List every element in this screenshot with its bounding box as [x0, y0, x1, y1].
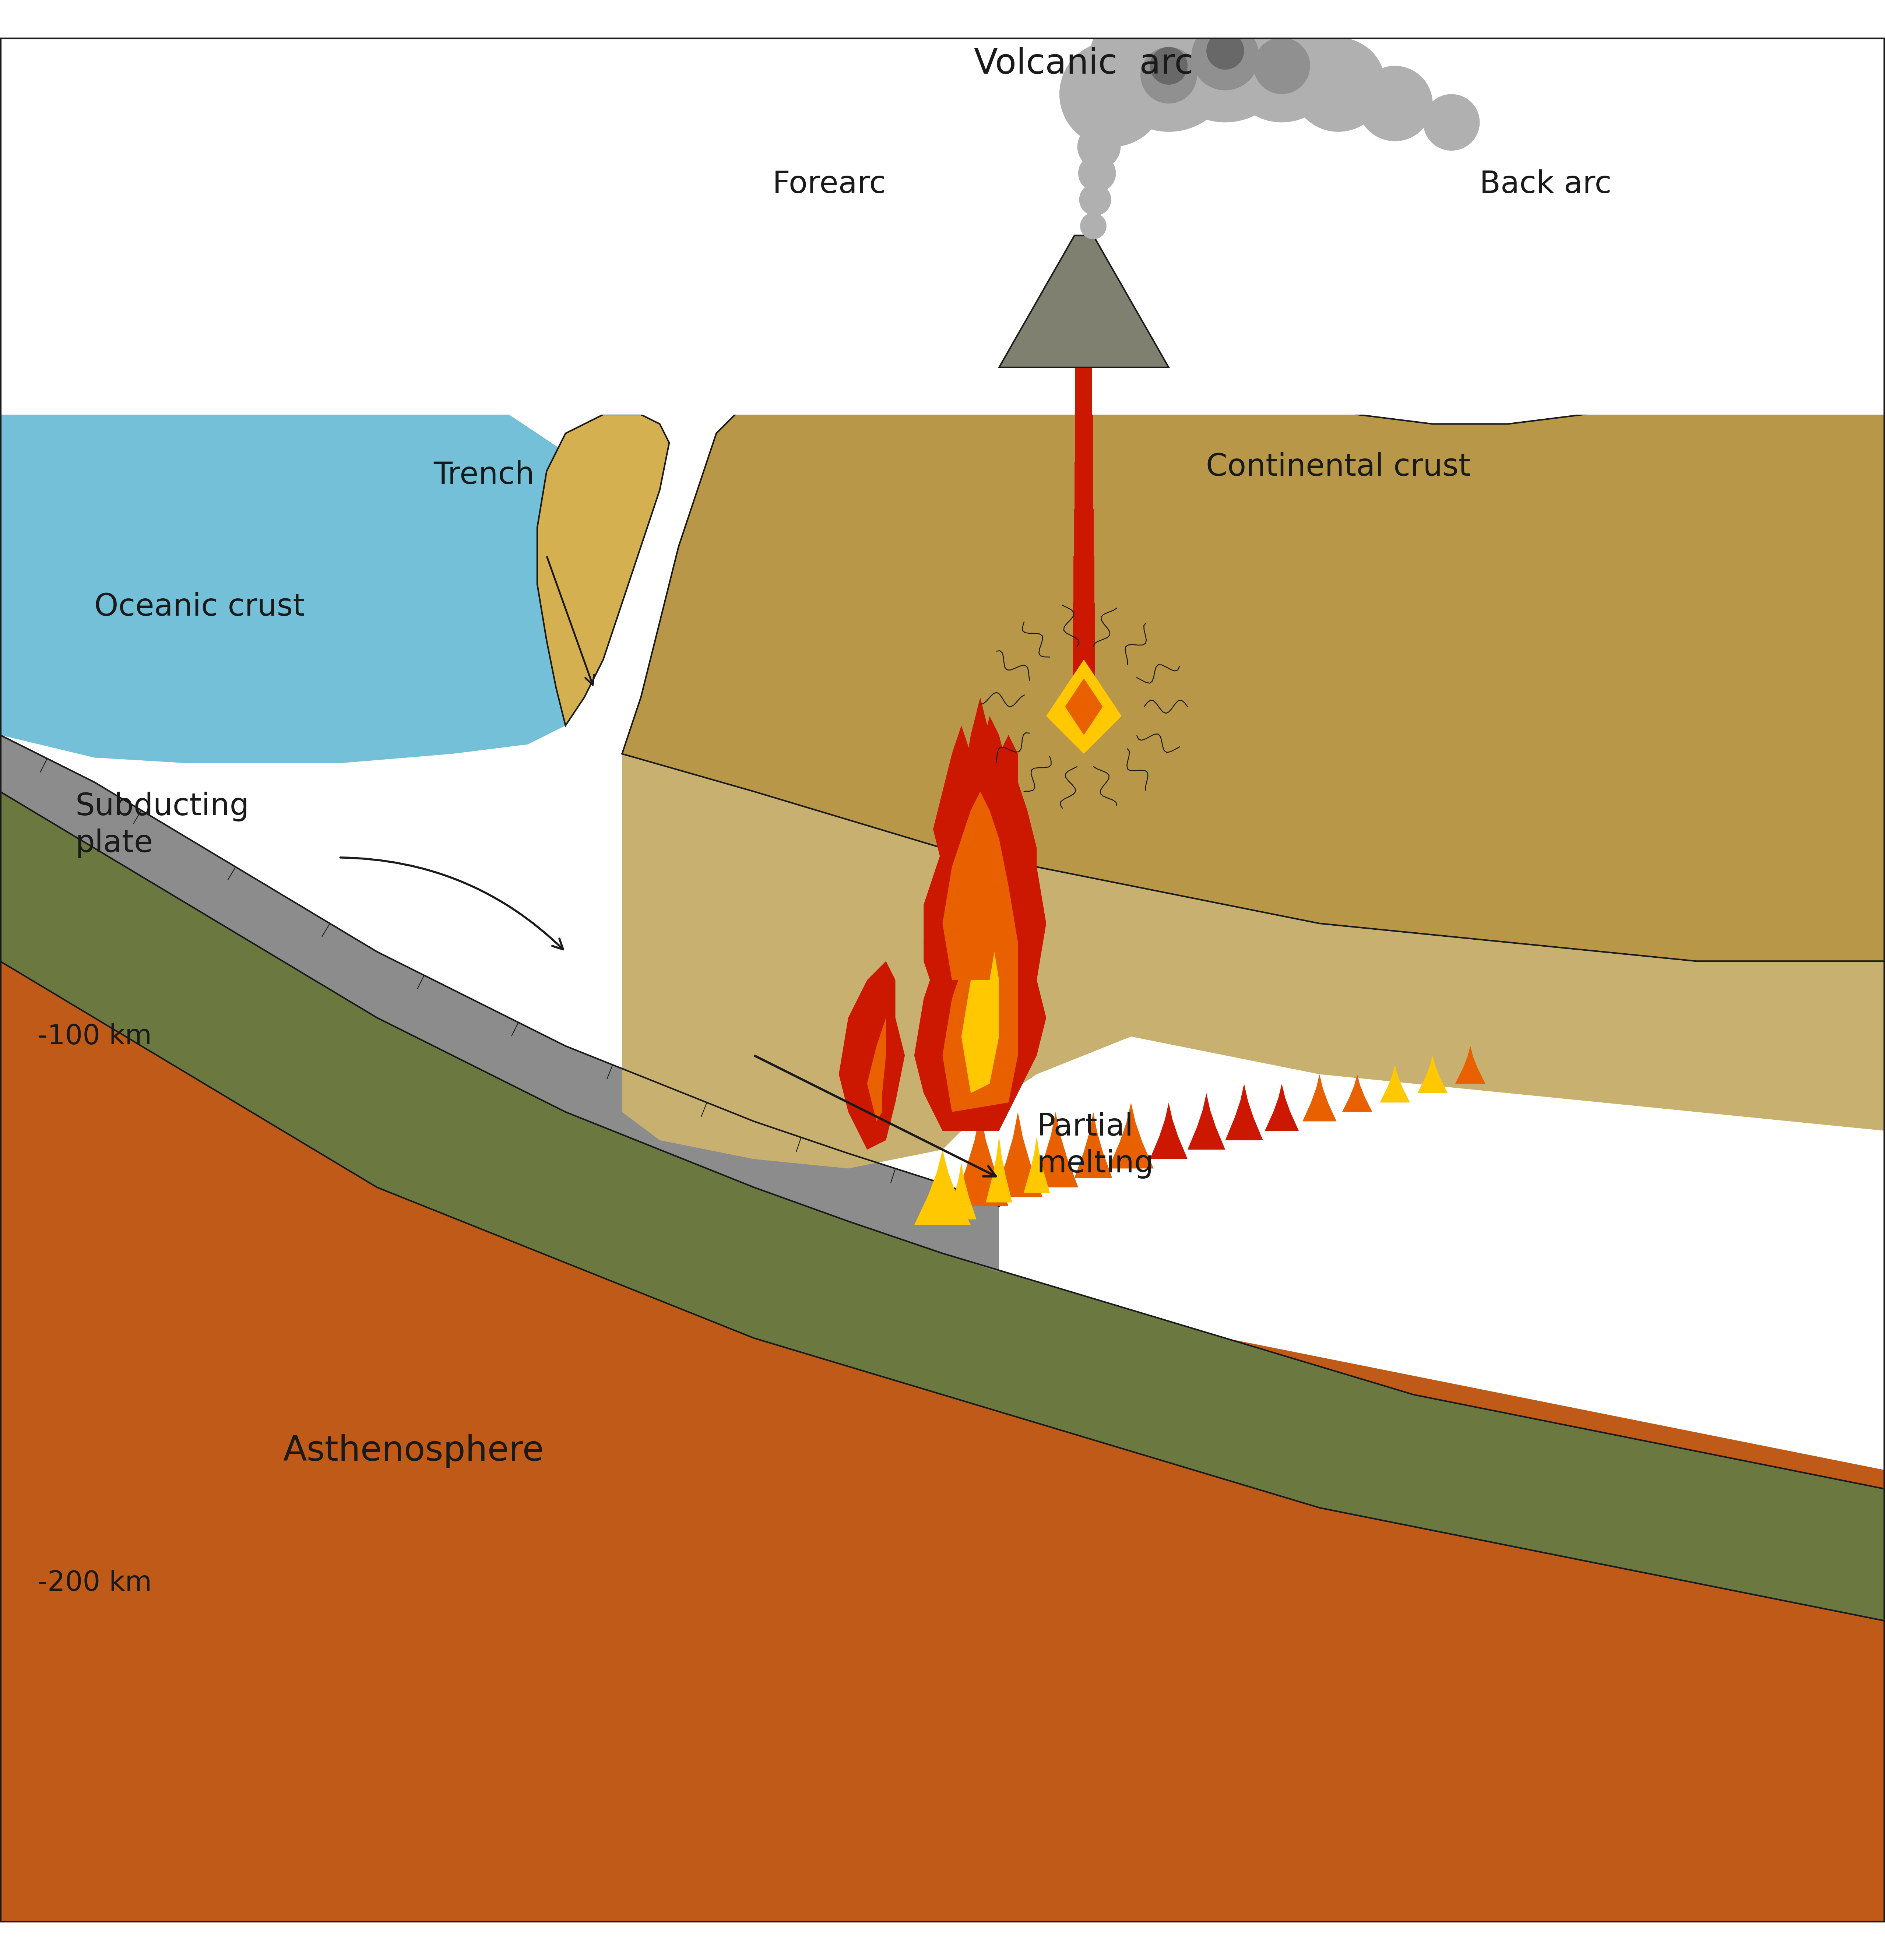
Polygon shape — [622, 755, 1885, 1168]
Polygon shape — [914, 725, 1046, 1131]
Polygon shape — [1380, 1064, 1410, 1103]
Polygon shape — [924, 698, 1027, 1027]
Text: -200 km: -200 km — [38, 1570, 153, 1597]
Polygon shape — [1108, 1103, 1154, 1168]
Polygon shape — [1188, 1094, 1225, 1151]
Circle shape — [1357, 67, 1433, 141]
FancyArrowPatch shape — [341, 857, 564, 949]
Circle shape — [1206, 0, 1301, 71]
Text: Partial
melting: Partial melting — [1037, 1111, 1154, 1178]
Polygon shape — [952, 1111, 1008, 1205]
Circle shape — [1140, 47, 1197, 104]
Text: Continental crust: Continental crust — [1206, 453, 1470, 482]
Polygon shape — [867, 1017, 886, 1121]
Text: Back arc: Back arc — [1480, 169, 1612, 200]
Circle shape — [1076, 96, 1125, 145]
Polygon shape — [942, 809, 999, 980]
Circle shape — [1423, 94, 1480, 151]
Polygon shape — [1265, 1084, 1299, 1131]
Polygon shape — [1074, 510, 1093, 557]
Circle shape — [1191, 22, 1259, 90]
Text: Oceanic crust: Oceanic crust — [94, 592, 305, 621]
Polygon shape — [1074, 367, 1093, 414]
FancyArrowPatch shape — [754, 1056, 995, 1176]
Polygon shape — [1074, 463, 1093, 510]
Polygon shape — [1342, 1074, 1372, 1111]
Circle shape — [1159, 0, 1291, 122]
Circle shape — [1078, 184, 1112, 216]
Polygon shape — [1150, 1103, 1188, 1158]
Polygon shape — [1303, 1074, 1336, 1121]
Polygon shape — [0, 792, 1885, 1621]
Polygon shape — [999, 235, 1169, 367]
Polygon shape — [537, 414, 669, 725]
Circle shape — [1103, 0, 1235, 131]
Circle shape — [1206, 31, 1244, 71]
Circle shape — [1076, 125, 1120, 169]
Circle shape — [1090, 16, 1172, 98]
Polygon shape — [622, 349, 1885, 960]
Polygon shape — [946, 1162, 976, 1219]
Polygon shape — [1225, 1084, 1263, 1141]
Polygon shape — [1418, 1054, 1448, 1094]
Polygon shape — [0, 735, 999, 1272]
Text: -100 km: -100 km — [38, 1023, 153, 1051]
Polygon shape — [993, 1111, 1042, 1198]
Polygon shape — [914, 1151, 971, 1225]
Text: Forearc: Forearc — [773, 169, 886, 200]
Text: Trench: Trench — [434, 461, 535, 490]
Circle shape — [1150, 47, 1188, 84]
Bar — [0, 37, 1885, 414]
Polygon shape — [1073, 604, 1095, 651]
Polygon shape — [1033, 1111, 1078, 1188]
Circle shape — [1269, 0, 1352, 78]
Circle shape — [1059, 41, 1165, 147]
Circle shape — [1254, 37, 1310, 94]
Circle shape — [1291, 37, 1385, 131]
Polygon shape — [1074, 1111, 1112, 1178]
Text: Subducting
plate: Subducting plate — [75, 792, 249, 858]
Circle shape — [1074, 67, 1129, 122]
Circle shape — [1078, 155, 1116, 192]
Polygon shape — [942, 792, 1018, 1111]
Polygon shape — [1046, 661, 1122, 755]
Polygon shape — [839, 960, 905, 1151]
Text: Asthenosphere: Asthenosphere — [283, 1435, 543, 1468]
Polygon shape — [1074, 557, 1093, 604]
Polygon shape — [986, 1137, 1012, 1201]
Polygon shape — [1073, 651, 1095, 698]
Polygon shape — [0, 414, 622, 762]
Polygon shape — [924, 715, 1046, 1047]
Circle shape — [1225, 10, 1338, 122]
Polygon shape — [1065, 678, 1103, 735]
Circle shape — [1080, 214, 1106, 239]
Polygon shape — [1455, 1047, 1485, 1084]
Text: Volcanic  arc: Volcanic arc — [975, 47, 1193, 80]
Polygon shape — [961, 923, 999, 1094]
Polygon shape — [1074, 414, 1093, 463]
Circle shape — [1150, 0, 1244, 74]
Polygon shape — [1024, 1137, 1050, 1194]
Polygon shape — [0, 755, 1885, 1923]
